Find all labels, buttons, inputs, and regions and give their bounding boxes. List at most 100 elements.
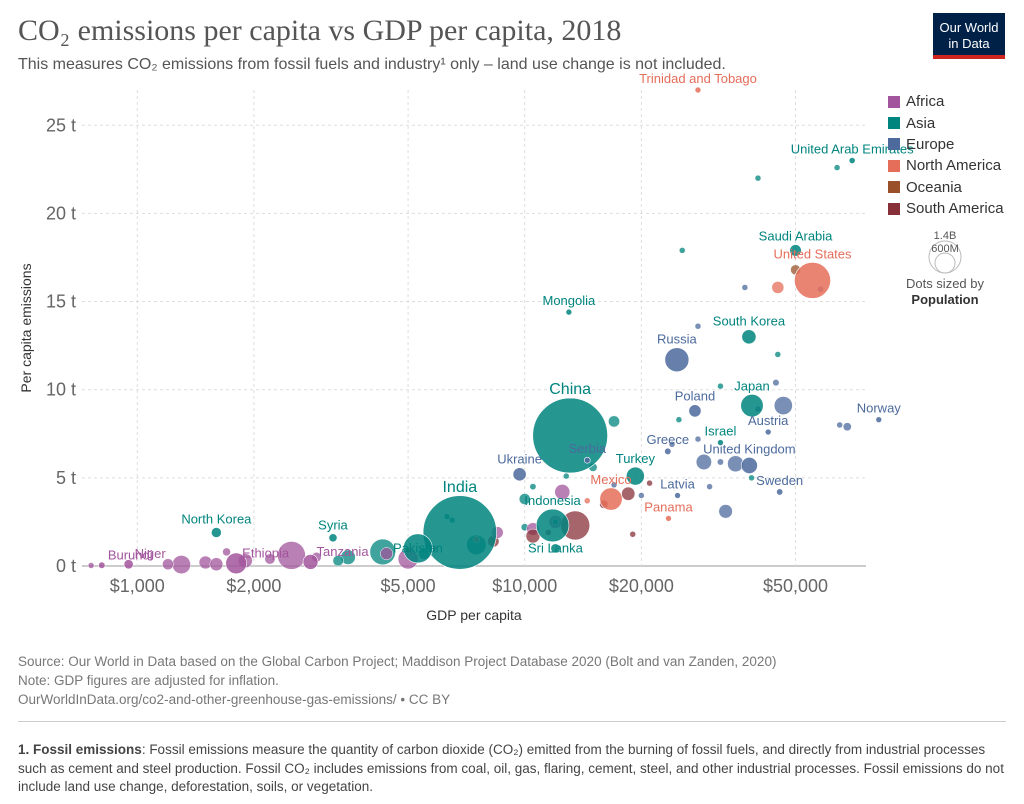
data-point xyxy=(771,281,785,294)
legend-label-south-america: South America xyxy=(906,200,1004,218)
data-point xyxy=(694,435,702,443)
point-label-burundi: Burundi xyxy=(108,547,153,562)
point-label-tanzania: Tanzania xyxy=(317,544,370,559)
data-point xyxy=(678,247,686,254)
data-point-tanzania xyxy=(302,554,319,570)
data-point-south-korea xyxy=(741,329,757,345)
data-point-norway xyxy=(875,416,883,423)
y-tick-label: 0 t xyxy=(56,556,76,576)
source-text: Source: Our World in Data based on the G… xyxy=(18,654,777,669)
data-point-mongolia xyxy=(565,308,573,316)
data-point xyxy=(836,421,843,429)
point-label-united-kingdom: United Kingdom xyxy=(703,441,796,456)
y-tick-label: 10 t xyxy=(46,380,76,400)
data-point xyxy=(694,322,702,330)
legend-swatch-south-america xyxy=(888,202,900,215)
point-label-india: India xyxy=(442,479,477,496)
data-point-sri-lanka xyxy=(550,543,561,554)
legend-label-north-america: North America xyxy=(906,157,1002,175)
data-point xyxy=(842,422,852,432)
data-point-greece xyxy=(664,447,672,455)
footnote: 1. Fossil emissions: Fossil emissions me… xyxy=(18,741,1006,797)
legend-label-asia: Asia xyxy=(906,114,936,132)
data-point-pakistan xyxy=(403,533,433,564)
legend-item-europe[interactable]: Europe xyxy=(888,134,1004,155)
data-point xyxy=(222,547,231,557)
legend-item-south-america[interactable]: South America xyxy=(888,198,1004,219)
data-point xyxy=(741,284,749,291)
legend-item-africa[interactable]: Africa xyxy=(888,91,1004,112)
point-label-north-korea: North Korea xyxy=(181,511,252,526)
data-point xyxy=(833,164,841,171)
point-label-syria: Syria xyxy=(318,518,348,533)
point-label-poland: Poland xyxy=(675,389,715,404)
data-point-israel xyxy=(717,439,724,446)
data-point xyxy=(638,492,645,499)
point-label-indonesia: Indonesia xyxy=(524,493,581,508)
size-note-bold: Population xyxy=(911,292,979,307)
legend-item-asia[interactable]: Asia xyxy=(888,112,1004,133)
point-label-austria: Austria xyxy=(748,413,789,428)
data-point xyxy=(518,493,531,505)
size-legend-circles: 1.4B 600M xyxy=(928,230,962,274)
point-label-israel: Israel xyxy=(705,424,737,439)
legend-label-oceania: Oceania xyxy=(906,178,962,196)
point-label-greece: Greece xyxy=(646,432,689,447)
data-point-united-states xyxy=(794,262,831,299)
data-point xyxy=(608,415,620,428)
data-point-india xyxy=(422,495,497,570)
data-point xyxy=(162,558,174,571)
data-point xyxy=(754,174,762,182)
data-point xyxy=(554,484,571,500)
legend-swatch-asia xyxy=(888,117,900,130)
data-point-austria xyxy=(764,428,772,436)
data-point xyxy=(380,547,393,561)
data-point xyxy=(332,555,344,567)
y-tick-label: 15 t xyxy=(46,292,76,312)
y-tick-label: 5 t xyxy=(56,468,76,488)
footnote-text: : Fossil emissions measure the quantity … xyxy=(18,742,1004,794)
point-label-china: China xyxy=(549,381,591,398)
point-label-mexico: Mexico xyxy=(590,472,631,487)
owid-logo[interactable]: Our World in Data xyxy=(933,13,1005,59)
scatter-chart: 0 t 5 t 10 t 15 t 20 t 25 t $1,000 $2,000 $5,000… xyxy=(18,71,914,623)
data-point xyxy=(646,479,653,487)
data-point xyxy=(277,541,306,570)
point-label-south-korea: South Korea xyxy=(713,314,786,329)
point-label-pakistan: Pakistan xyxy=(393,540,443,555)
chart-subtitle: This measures CO₂ emissions from fossil … xyxy=(18,56,726,73)
legend-swatch-africa xyxy=(888,95,900,108)
legend-swatch-europe xyxy=(888,138,900,151)
point-label-sri-lanka: Sri Lanka xyxy=(528,540,584,555)
data-point-china xyxy=(532,397,608,474)
size-legend: 1.4B 600M Dots sized by Population xyxy=(880,230,1010,308)
size-legend-label-small: 600M xyxy=(931,243,959,255)
point-label-ukraine: Ukraine xyxy=(497,452,542,467)
data-point xyxy=(718,504,733,519)
x-tick-label: $2,000 xyxy=(226,576,281,596)
y-axis-label: Per capita emissions xyxy=(18,263,34,392)
data-point xyxy=(717,382,724,390)
footnote-divider xyxy=(18,721,1006,722)
point-label-ethiopia: Ethiopia xyxy=(242,545,290,560)
data-point xyxy=(675,416,683,423)
point-label-saudi-arabia: Saudi Arabia xyxy=(759,229,833,244)
data-point-latvia xyxy=(674,492,681,499)
x-axis-label: GDP per capita xyxy=(426,607,522,623)
legend-item-north-america[interactable]: North America xyxy=(888,155,1004,176)
logo-line-2: in Data xyxy=(948,36,990,51)
size-note: Dots sized by xyxy=(905,276,985,291)
data-point xyxy=(748,474,755,482)
data-point-united-kingdom xyxy=(740,457,758,474)
data-point-mexico xyxy=(599,487,623,511)
x-tick-label: $1,000 xyxy=(110,576,165,596)
source-url[interactable]: OurWorldInData.org/co2-and-other-greenho… xyxy=(18,692,451,707)
x-tick-label: $20,000 xyxy=(609,576,674,596)
data-point xyxy=(563,472,570,480)
point-label-trinidad-and-tobago: Trinidad and Tobago xyxy=(639,71,757,86)
legend-swatch-oceania xyxy=(888,181,900,194)
data-point xyxy=(584,497,591,505)
data-point-niger xyxy=(123,559,134,570)
data-point-saudi-arabia xyxy=(789,244,802,257)
legend-item-oceania[interactable]: Oceania xyxy=(888,177,1004,198)
